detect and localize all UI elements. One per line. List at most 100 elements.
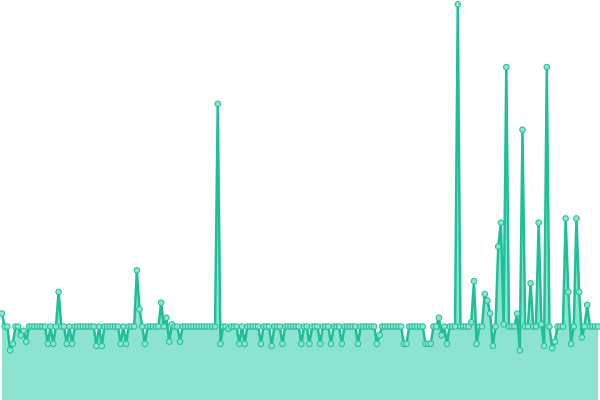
data-point xyxy=(489,342,497,350)
data-point xyxy=(338,340,346,348)
data-point xyxy=(503,63,510,71)
data-point xyxy=(467,318,475,326)
data-point xyxy=(567,340,575,348)
data-point xyxy=(583,301,591,309)
data-point xyxy=(276,323,284,330)
data-point xyxy=(93,342,100,350)
data-point xyxy=(481,290,489,298)
data-point xyxy=(570,323,578,330)
data-point xyxy=(279,340,286,348)
data-point xyxy=(265,323,273,330)
data-point xyxy=(9,340,17,348)
data-point xyxy=(55,288,62,296)
data-point xyxy=(117,340,124,348)
data-point xyxy=(268,342,275,350)
data-point xyxy=(306,340,313,348)
data-point xyxy=(163,314,170,322)
data-point xyxy=(165,338,173,345)
data-point xyxy=(435,314,443,322)
data-point xyxy=(160,323,168,330)
data-point xyxy=(594,323,600,330)
data-point xyxy=(66,323,73,330)
data-point xyxy=(565,288,572,296)
data-point xyxy=(438,331,445,339)
data-point xyxy=(451,323,459,330)
data-point xyxy=(173,323,181,330)
data-point xyxy=(217,340,224,348)
data-point xyxy=(513,310,521,317)
data-point xyxy=(470,277,478,285)
data-point xyxy=(155,323,162,330)
data-point xyxy=(254,323,262,330)
data-point xyxy=(41,323,49,330)
data-point xyxy=(335,323,343,330)
data-point xyxy=(20,327,27,335)
data-point xyxy=(538,321,545,328)
data-point xyxy=(327,340,335,348)
area-fill xyxy=(2,4,598,400)
data-point xyxy=(316,340,324,348)
data-point xyxy=(454,1,462,8)
data-point xyxy=(176,338,184,345)
data-point xyxy=(136,305,143,313)
data-point xyxy=(562,215,569,222)
data-point xyxy=(581,323,588,330)
data-point xyxy=(303,323,311,330)
data-point xyxy=(98,342,106,350)
data-point xyxy=(6,346,14,354)
data-point xyxy=(486,310,494,317)
data-point xyxy=(494,243,502,250)
data-point xyxy=(578,334,586,341)
data-point xyxy=(440,323,448,330)
data-point xyxy=(298,340,305,348)
data-point xyxy=(540,342,548,350)
data-point xyxy=(473,340,480,348)
data-point xyxy=(138,323,146,330)
data-point xyxy=(47,323,54,330)
data-point xyxy=(63,340,71,348)
data-point xyxy=(516,346,524,354)
data-point xyxy=(532,323,540,330)
data-point xyxy=(443,340,451,348)
data-point xyxy=(133,266,141,274)
data-point xyxy=(295,323,302,330)
data-point xyxy=(14,323,22,330)
data-point xyxy=(492,323,499,330)
line-layer xyxy=(0,3,598,352)
data-point xyxy=(90,323,97,330)
data-point xyxy=(68,340,76,348)
data-point xyxy=(236,340,243,348)
data-point xyxy=(497,219,505,226)
data-point xyxy=(551,338,559,345)
data-point xyxy=(49,340,57,348)
data-point xyxy=(511,323,518,330)
data-point xyxy=(432,323,440,330)
data-point xyxy=(157,299,165,307)
data-point xyxy=(60,323,68,330)
data-point xyxy=(573,215,580,222)
data-point xyxy=(238,323,246,330)
data-point xyxy=(354,340,362,348)
data-point xyxy=(548,344,556,352)
data-point xyxy=(376,331,383,339)
data-point xyxy=(527,279,534,287)
point-layer xyxy=(0,1,600,354)
data-point xyxy=(141,340,149,348)
data-point xyxy=(478,323,486,330)
data-point xyxy=(114,323,122,330)
data-point xyxy=(120,323,127,330)
data-point xyxy=(325,323,332,330)
data-point xyxy=(535,219,542,226)
data-point xyxy=(211,323,219,330)
data-point xyxy=(233,323,240,330)
data-point xyxy=(543,63,551,71)
data-point xyxy=(419,323,427,330)
data-point xyxy=(4,323,11,330)
data-point xyxy=(52,323,60,330)
data-point xyxy=(524,323,532,330)
data-point xyxy=(95,323,103,330)
data-point xyxy=(122,340,130,348)
data-point xyxy=(484,297,491,304)
